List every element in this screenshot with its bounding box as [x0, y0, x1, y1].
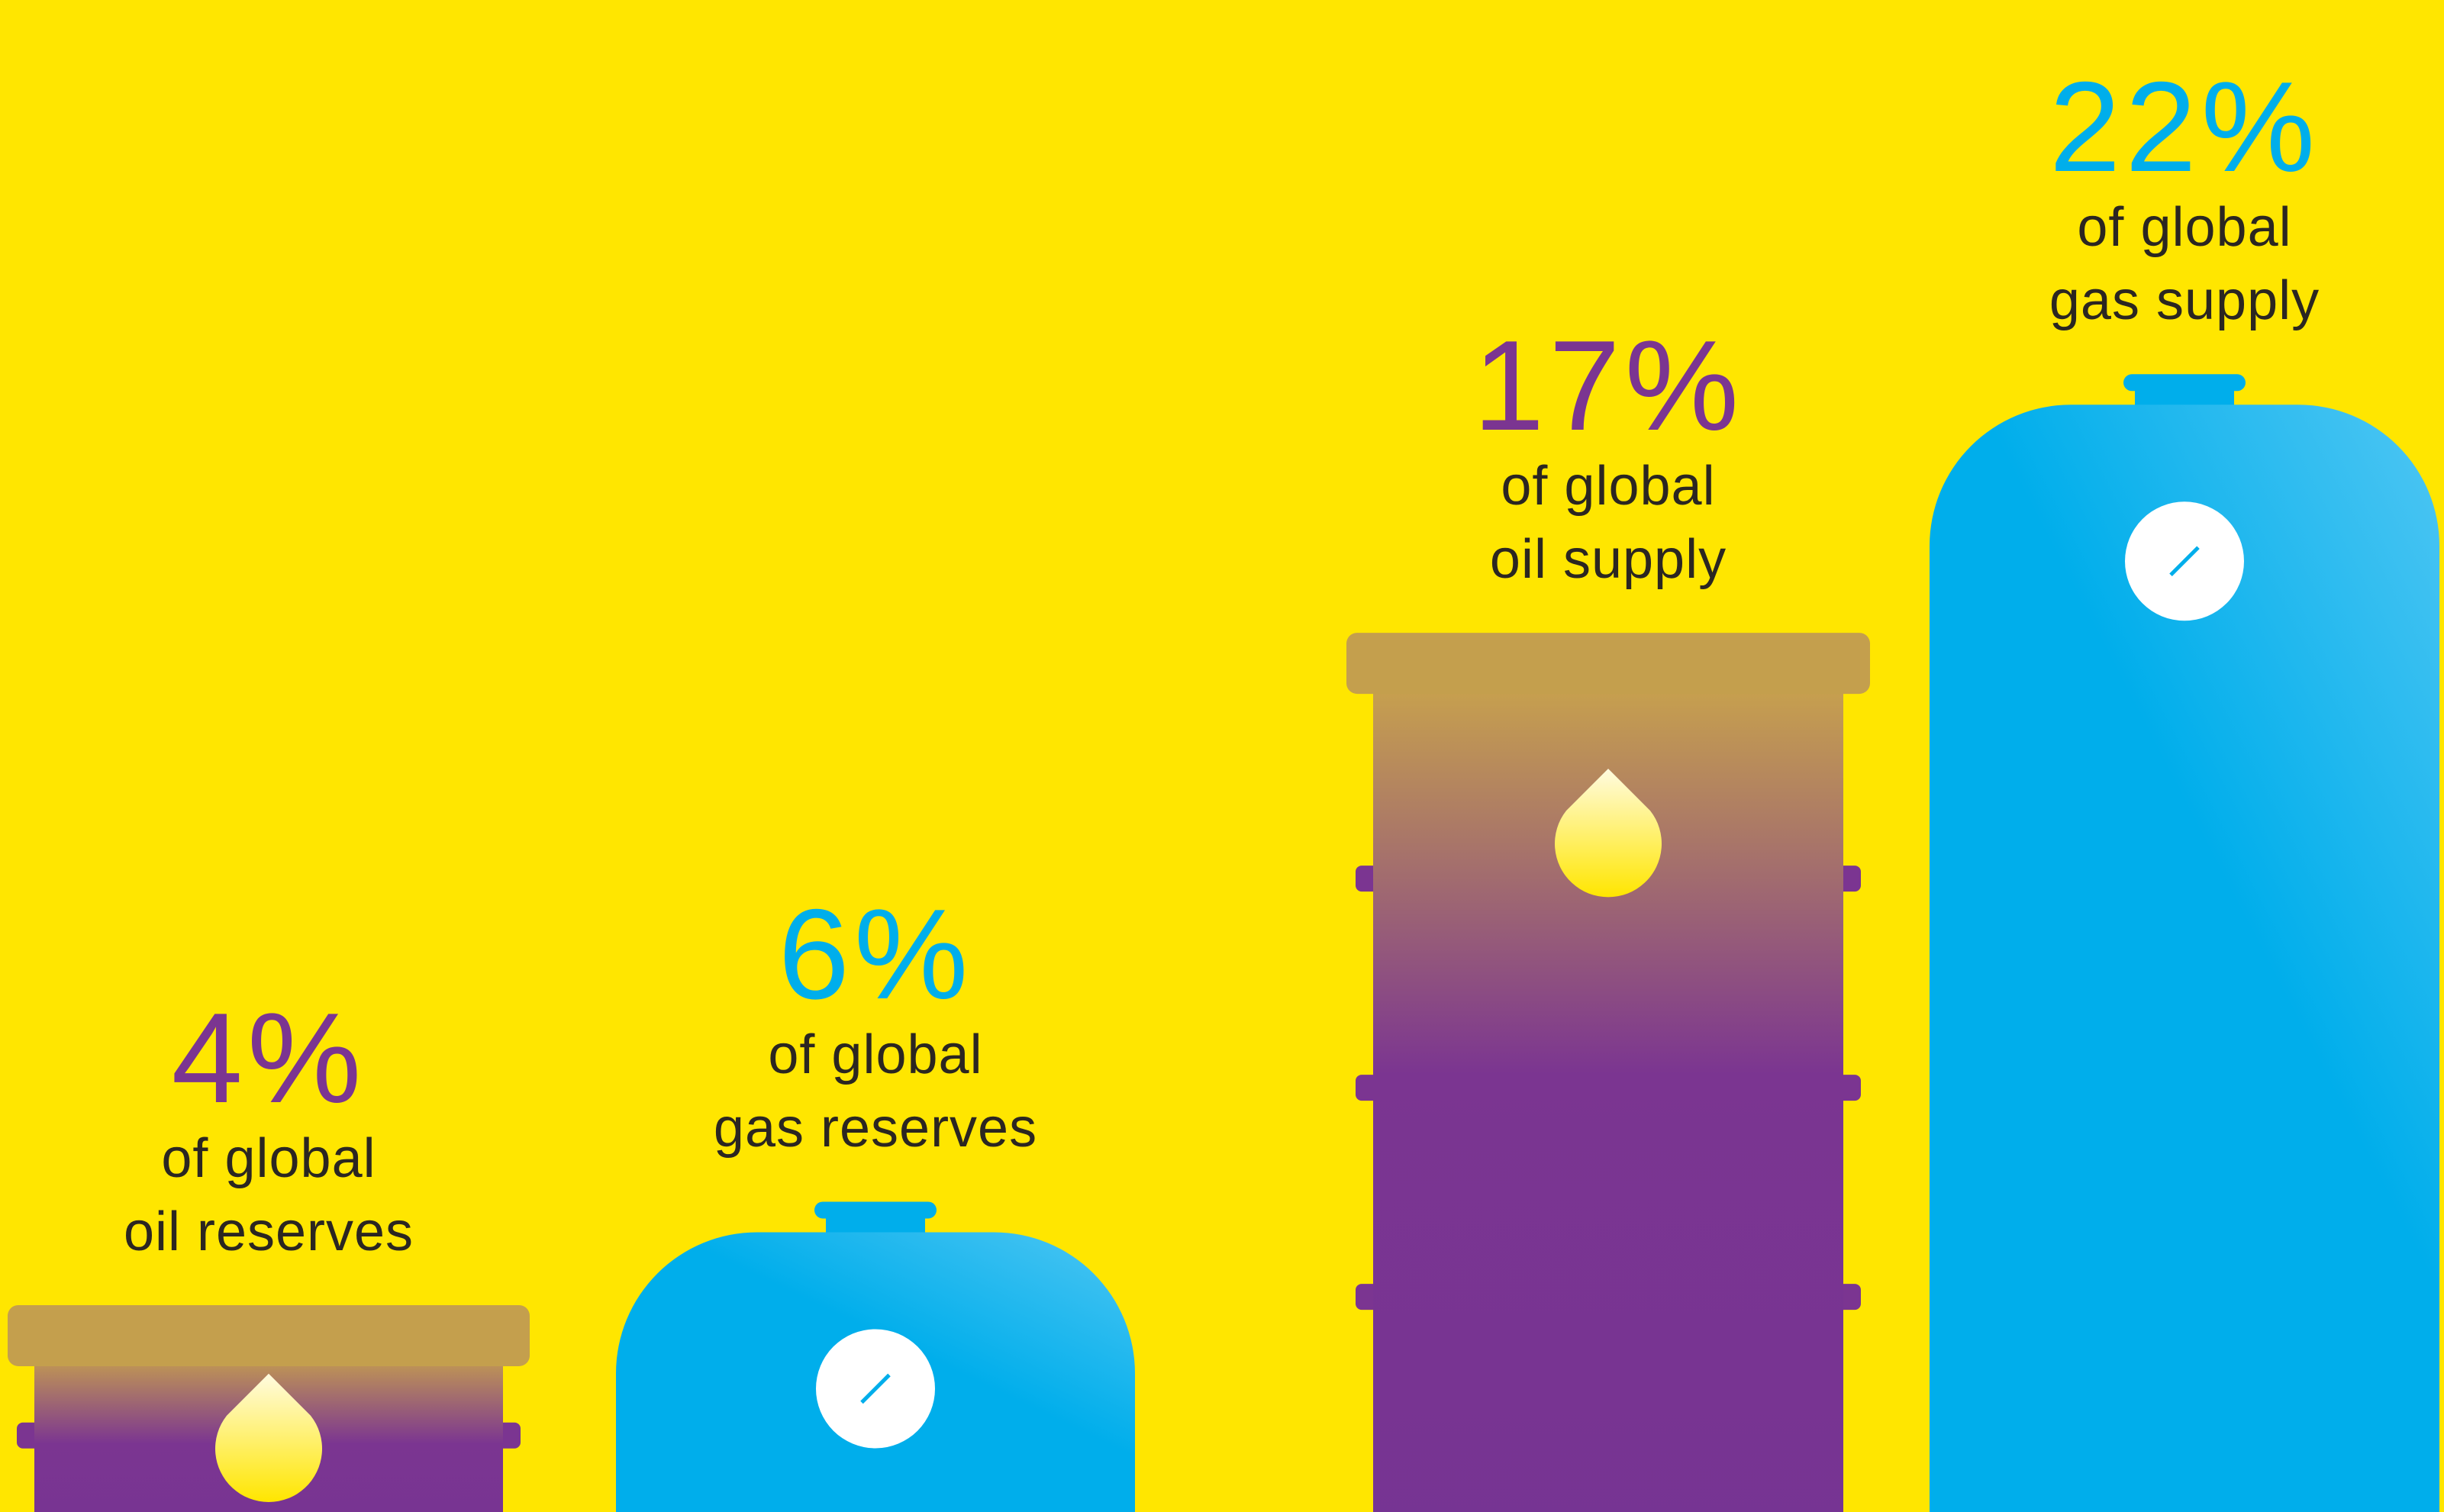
pictogram — [616, 1201, 1135, 1512]
item-label: 22% of global gas supply — [2049, 63, 2320, 337]
oil-drop — [215, 1373, 322, 1502]
gauge-needle — [860, 1373, 891, 1404]
category-label: of global oil reserves — [123, 1127, 414, 1262]
gauge-needle — [2169, 546, 2200, 577]
oil-drop — [1555, 769, 1662, 898]
barrel-rim — [1346, 633, 1870, 695]
category-label: of global gas reserves — [713, 1024, 1038, 1159]
pictogram — [8, 1304, 530, 1512]
pictogram — [1930, 374, 2439, 1512]
category-label: of global gas supply — [2049, 197, 2320, 332]
item-label: 6% of global gas reserves — [714, 890, 1037, 1165]
value-label: 6% — [778, 882, 973, 1027]
pictogram — [1346, 633, 1870, 1512]
item-label: 17% of global oil supply — [1473, 321, 1743, 596]
value-label: 17% — [1472, 314, 1744, 458]
value-label: 4% — [171, 985, 366, 1130]
tank-cap — [2123, 374, 2246, 392]
tank-body — [1930, 405, 2439, 1512]
category-label: of global oil supply — [1489, 456, 1727, 591]
barrel-rim — [8, 1304, 530, 1366]
tank-cap — [814, 1201, 937, 1219]
value-label: 22% — [2049, 55, 2320, 199]
item-label: 4% of global oil reserves — [124, 994, 414, 1269]
